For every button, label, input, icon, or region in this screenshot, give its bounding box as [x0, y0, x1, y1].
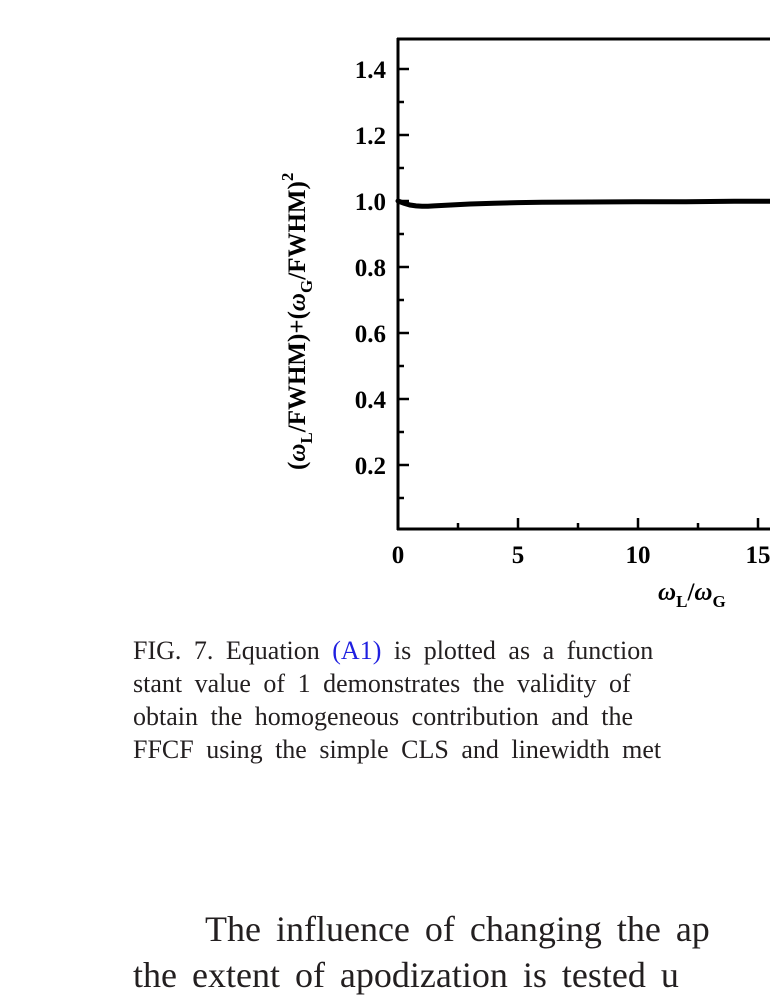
- x-tick-label: 5: [512, 542, 525, 569]
- y-tick-label: 1.4: [355, 57, 387, 84]
- x-axis-ticks: [396, 518, 760, 529]
- plot-frame: [396, 37, 770, 531]
- body-line-2: the extent of apodization is tested u: [133, 955, 679, 995]
- x-axis-label: ωL/ωG: [658, 579, 726, 611]
- y-tick-label: 1.2: [355, 123, 386, 150]
- caption-line-1: FIG. 7. Equation (A1) is plotted as a fu…: [133, 636, 654, 665]
- data-curve: [395, 198, 770, 209]
- x-tick-labels: 0 5 10 15: [392, 542, 770, 569]
- body-paragraph: The influence of changing the ap the ext…: [133, 906, 770, 998]
- y-tick-label: 0.2: [355, 453, 386, 480]
- y-tick-label: 1.0: [355, 189, 386, 216]
- body-line-1: The influence of changing the ap: [205, 909, 710, 949]
- y-tick-label: 0.4: [355, 387, 387, 414]
- x-tick-label: 0: [392, 542, 405, 569]
- equation-link-a1[interactable]: (A1): [332, 636, 382, 665]
- caption-line-4: FFCF using the simple CLS and linewidth …: [133, 735, 662, 764]
- x-tick-label: 10: [626, 542, 651, 569]
- caption-line-2: stant value of 1 demonstrates the validi…: [133, 669, 631, 698]
- caption-line-3: obtain the homogeneous contribution and …: [133, 702, 634, 731]
- y-tick-label: 0.6: [355, 321, 386, 348]
- y-tick-labels: 0.2 0.4 0.6 0.8 1.0 1.2 1.4: [355, 57, 387, 480]
- svg-text:(ωL/FWHM)+(ωG/FWHM)2: (ωL/FWHM)+(ωG/FWHM)2: [278, 173, 316, 470]
- x-tick-label: 15: [746, 542, 770, 569]
- y-tick-label: 0.8: [355, 255, 386, 282]
- figure-caption: FIG. 7. Equation (A1) is plotted as a fu…: [133, 634, 770, 766]
- y-axis-label: (ωL/FWHM)+(ωG/FWHM)2: [278, 173, 316, 470]
- y-axis-ticks: [398, 67, 409, 500]
- figure-7-chart: 0.2 0.4 0.6 0.8 1.0 1.2 1.4 0 5 10 15 ωL…: [278, 37, 770, 611]
